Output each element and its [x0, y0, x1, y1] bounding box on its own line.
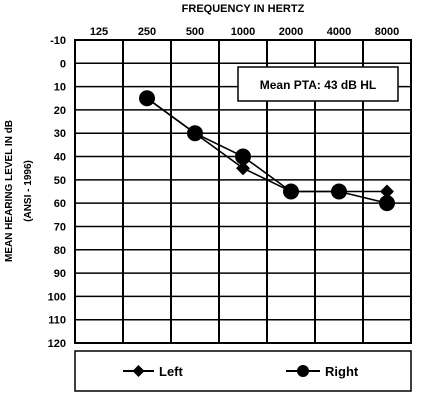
y-tick-label: 40 — [54, 152, 66, 164]
series-group — [139, 90, 395, 212]
data-point-right — [283, 183, 299, 200]
legend-label-left: Left — [159, 364, 184, 379]
annotation-box: Mean PTA: 43 dB HL — [237, 66, 399, 102]
y-tick-label: 50 — [54, 175, 66, 187]
data-point-right — [235, 148, 251, 165]
y-tick-labels: -10 0 10 20 30 40 50 60 70 80 90 100 110 120 — [48, 35, 66, 350]
x-tick-label: 250 — [138, 26, 156, 38]
y-tick-label: 70 — [54, 221, 66, 233]
y-tick-label: 0 — [60, 58, 66, 70]
y-tick-label: 60 — [54, 198, 66, 210]
data-point-right — [331, 183, 347, 200]
x-tick-label: 500 — [186, 26, 204, 38]
plot-frame — [74, 39, 412, 344]
legend-label-right: Right — [325, 364, 359, 379]
legend-item-left: Left — [123, 364, 184, 379]
x-tick-label: 2000 — [279, 26, 303, 38]
y-tick-label: 110 — [48, 315, 66, 327]
series-line-right — [146, 97, 388, 204]
y-tick-label: 90 — [54, 268, 66, 280]
chart-title: FREQUENCY IN HERTZ — [182, 3, 305, 15]
y-tick-label: 30 — [54, 128, 66, 140]
y-axis-sublabel: (ANSI - 1996) — [23, 160, 34, 222]
x-tick-label: 1000 — [231, 26, 255, 38]
legend: Left Right — [74, 350, 412, 392]
y-tick-label: 100 — [48, 291, 66, 303]
y-tick-label: 80 — [54, 245, 66, 257]
data-point-right — [379, 195, 395, 212]
y-tick-label: 10 — [54, 82, 66, 94]
y-tick-label: 120 — [48, 338, 66, 350]
data-point-right — [187, 125, 203, 142]
legend-item-right: Right — [286, 364, 359, 379]
mean-pta-annotation: Mean PTA: 43 dB HL — [260, 78, 376, 92]
y-axis-label: MEAN HEARING LEVEL IN dB — [4, 120, 15, 262]
x-tick-label: 4000 — [327, 26, 351, 38]
data-point-left — [380, 184, 394, 199]
y-tick-label: -10 — [50, 35, 66, 47]
y-tick-label: 20 — [54, 105, 66, 117]
data-point-right — [139, 90, 155, 107]
x-tick-label: 125 — [90, 26, 108, 38]
x-tick-labels: 125 250 500 1000 2000 4000 8000 — [90, 26, 399, 38]
data-point-left — [236, 161, 250, 176]
x-tick-label: 8000 — [375, 26, 399, 38]
